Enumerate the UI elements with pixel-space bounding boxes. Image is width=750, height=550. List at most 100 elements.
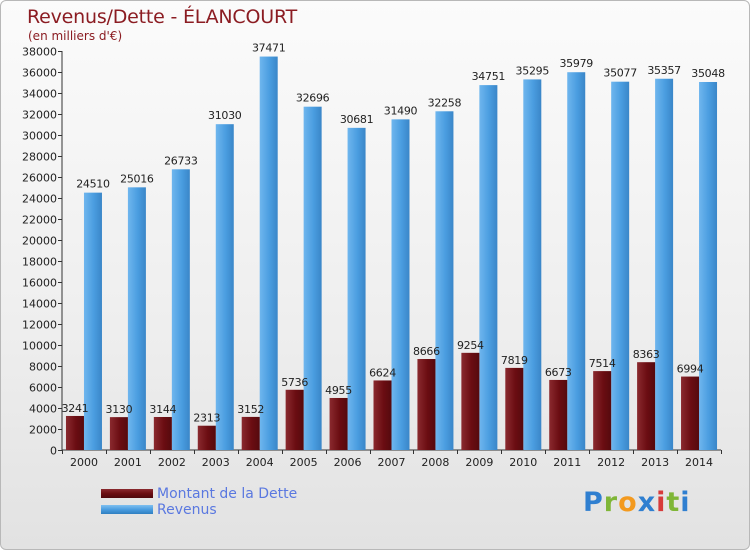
debt-bar (285, 389, 304, 450)
debt-bar (373, 380, 392, 450)
legend-label-debt: Montant de la Dette (157, 486, 298, 502)
chart-title: Revenus/Dette - ÉLANCOURT (27, 6, 297, 28)
logo-letter: i (656, 487, 667, 518)
revenue-bar (435, 111, 454, 450)
debt-bar (681, 376, 700, 450)
logo-letter: x (637, 487, 657, 518)
y-tick-label: 30000 (22, 130, 57, 143)
revenue-value-label: 35979 (559, 57, 593, 70)
logo-letter: P (583, 487, 604, 518)
x-tick-label: 2004 (246, 456, 274, 469)
revenue-value-label: 35295 (516, 64, 550, 77)
legend-swatch-revenue (101, 505, 153, 514)
revenue-bar (83, 192, 102, 450)
y-tick-label: 26000 (22, 172, 57, 185)
y-tick-label: 24000 (22, 193, 57, 206)
revenue-value-label: 35048 (691, 67, 725, 80)
debt-value-label: 3241 (62, 402, 89, 415)
y-tick-label: 12000 (22, 319, 57, 332)
debt-bar (65, 415, 84, 450)
y-tick-label: 0 (50, 445, 57, 458)
x-tick-label: 2012 (597, 456, 625, 469)
y-tick-label: 28000 (22, 151, 57, 164)
debt-value-label: 7514 (589, 357, 616, 370)
x-tick-label: 2009 (465, 456, 493, 469)
logo-letter: t (666, 487, 681, 518)
x-tick-label: 2005 (290, 456, 318, 469)
debt-value-label: 7819 (501, 354, 528, 367)
debt-bar (417, 359, 436, 450)
y-tick-label: 8000 (29, 361, 57, 374)
revenue-bar (171, 169, 190, 450)
debt-value-label: 3130 (106, 403, 133, 416)
revenue-bar (303, 106, 322, 450)
debt-bar (109, 417, 128, 450)
logo-letter: o (618, 487, 638, 518)
debt-bar (593, 371, 612, 450)
chart-subtitle: (en milliers d'€) (28, 29, 123, 43)
y-tick-label: 6000 (29, 382, 57, 395)
x-tick-label: 2011 (553, 456, 581, 469)
revenue-value-label: 31030 (208, 109, 242, 122)
y-tick-label: 38000 (22, 46, 57, 59)
debt-bar (549, 379, 568, 450)
proxiti-logo: Proxiti (583, 487, 691, 518)
x-tick-label: 2013 (641, 456, 669, 469)
x-tick-label: 2008 (421, 456, 449, 469)
x-tick-label: 2014 (685, 456, 713, 469)
logo-letter: r (603, 487, 619, 518)
x-tick-label: 2007 (378, 456, 406, 469)
debt-value-label: 3144 (149, 403, 176, 416)
debt-value-label: 3152 (237, 403, 264, 416)
revenue-value-label: 35077 (603, 67, 637, 80)
revenue-bar (699, 81, 718, 450)
debt-value-label: 6673 (545, 366, 572, 379)
revenue-bar (611, 81, 630, 450)
debt-bar (153, 416, 172, 450)
debt-value-label: 9254 (457, 339, 484, 352)
x-tick-label: 2001 (114, 456, 142, 469)
revenue-value-label: 30681 (340, 113, 374, 126)
legend-swatch-debt (101, 489, 153, 498)
revenue-bar (655, 78, 674, 451)
revenue-bar (391, 119, 410, 450)
debt-value-label: 5736 (281, 376, 308, 389)
revenue-value-label: 25016 (120, 172, 154, 185)
revenue-bar (567, 72, 586, 451)
revenue-bar (127, 187, 146, 450)
revenue-bar (259, 56, 278, 450)
revenue-value-label: 24510 (76, 178, 110, 191)
revenue-value-label: 32696 (296, 92, 330, 105)
y-tick-label: 16000 (22, 277, 57, 290)
y-tick-label: 32000 (22, 109, 57, 122)
revenue-bar (347, 127, 366, 451)
debt-bar (505, 367, 524, 450)
y-tick-label: 34000 (22, 88, 57, 101)
y-tick-label: 2000 (29, 424, 57, 437)
revenue-value-label: 26733 (164, 154, 198, 167)
x-tick-label: 2002 (158, 456, 186, 469)
revenue-bar (215, 124, 234, 450)
revenue-value-label: 32258 (428, 96, 462, 109)
debt-bar (241, 416, 260, 450)
y-tick-label: 20000 (22, 235, 57, 248)
logo-letter: i (680, 487, 691, 518)
x-tick-label: 2003 (202, 456, 230, 469)
revenue-value-label: 34751 (472, 70, 506, 83)
debt-value-label: 6624 (369, 366, 396, 379)
debt-bar (637, 362, 656, 450)
debt-value-label: 8666 (413, 345, 440, 358)
x-tick-label: 2010 (509, 456, 537, 469)
y-tick-label: 14000 (22, 298, 57, 311)
debt-value-label: 2313 (193, 412, 220, 425)
debt-value-label: 4955 (325, 384, 352, 397)
revenue-value-label: 31490 (384, 104, 418, 117)
revenue-value-label: 37471 (252, 42, 286, 55)
y-tick-label: 18000 (22, 256, 57, 269)
y-tick-label: 4000 (29, 403, 57, 416)
y-tick-label: 36000 (22, 67, 57, 80)
legend-label-revenue: Revenus (157, 502, 217, 518)
debt-value-label: 6994 (677, 363, 704, 376)
y-tick-label: 10000 (22, 340, 57, 353)
